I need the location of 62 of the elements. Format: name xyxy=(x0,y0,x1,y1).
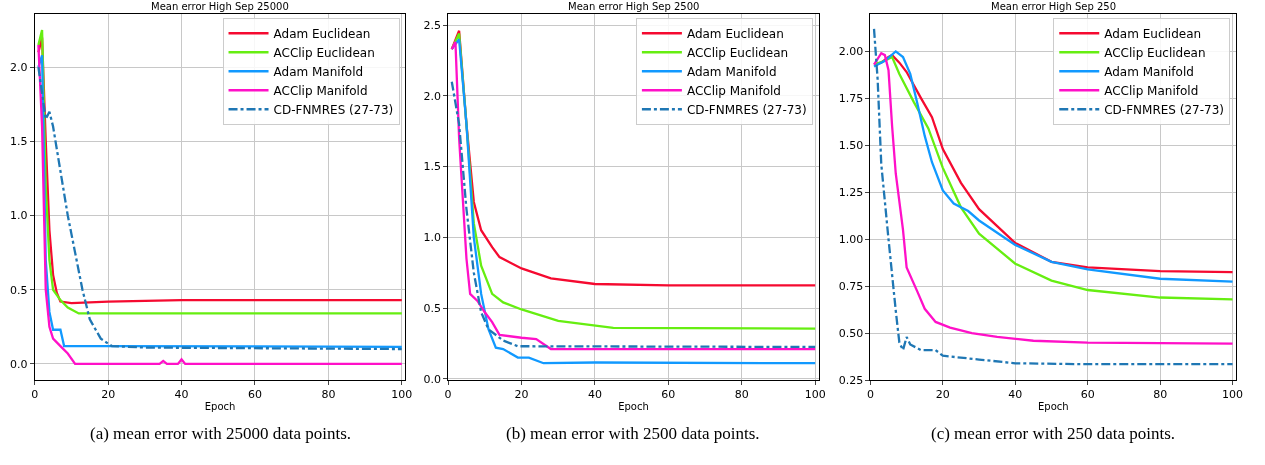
y-tick-label: 1.00 xyxy=(838,233,864,247)
x-tick-label: 80 xyxy=(1153,388,1168,402)
legend-label: Adam Manifold xyxy=(686,64,777,79)
legend-label: ACClip Manifold xyxy=(686,83,781,98)
y-tick-label: 0.75 xyxy=(838,280,864,294)
legend-label: CD-FNMRES (27-73) xyxy=(686,102,807,117)
legend-label: Adam Euclidean xyxy=(686,26,784,41)
x-tick-label: 40 xyxy=(587,388,602,402)
legend-label: Adam Manifold xyxy=(1104,64,1194,79)
y-tick-label: 2.00 xyxy=(838,45,864,59)
legend-label: CD-FNMRES (27-73) xyxy=(273,102,394,117)
y-tick-label: 0.5 xyxy=(423,301,441,315)
text: (a) mean error with 25000 data points. xyxy=(90,424,352,443)
y-tick-label: 1.50 xyxy=(838,139,864,153)
x-tick-label: 80 xyxy=(321,388,336,402)
y-tick-label: 0.5 xyxy=(10,283,28,297)
y-tick-label: 2.0 xyxy=(423,89,441,103)
x-tick-label: 40 xyxy=(1008,388,1023,402)
x-tick-label: 60 xyxy=(1080,388,1095,402)
x-tick-label: 60 xyxy=(661,388,676,402)
y-tick-label: 1.5 xyxy=(423,160,441,174)
x-tick-label: 0 xyxy=(866,388,874,402)
chart-title: Mean error High Sep 2500 xyxy=(568,1,700,12)
x-tick-label: 80 xyxy=(734,388,749,402)
y-tick-label: 0.25 xyxy=(838,374,864,388)
chart-title: Mean error High Sep 25000 xyxy=(151,1,289,12)
x-tick-label: 20 xyxy=(514,388,529,402)
y-tick-label: 1.25 xyxy=(838,186,864,200)
y-tick-label: 2.0 xyxy=(10,61,28,75)
legend-label: ACClip Euclidean xyxy=(273,45,375,60)
x-tick-label: 60 xyxy=(247,388,262,402)
x-axis-title: Epoch xyxy=(1037,400,1069,412)
legend-label: Adam Euclidean xyxy=(273,26,371,41)
legend-label: Adam Euclidean xyxy=(1104,26,1202,41)
x-tick-label: 100 xyxy=(804,388,826,402)
y-tick-label: 1.75 xyxy=(838,92,864,106)
y-tick-label: 0.0 xyxy=(10,357,28,371)
text: (b) mean error with 2500 data points. xyxy=(506,424,760,443)
y-tick-label: 1.0 xyxy=(10,209,28,223)
y-tick-label: 0.50 xyxy=(838,327,864,341)
x-tick-label: 20 xyxy=(101,388,116,402)
x-tick-label: 0 xyxy=(31,388,39,402)
legend-label: ACClip Manifold xyxy=(273,83,368,98)
x-axis-title: Epoch xyxy=(618,400,649,412)
y-tick-label: 2.5 xyxy=(423,18,441,32)
legend-label: ACClip Euclidean xyxy=(1104,45,1206,60)
x-tick-label: 0 xyxy=(444,388,452,402)
y-tick-label: 0.0 xyxy=(423,372,441,386)
legend-label: ACClip Manifold xyxy=(1104,83,1199,98)
text: (c) mean error with 250 data points. xyxy=(931,424,1176,443)
chart-title: Mean error High Sep 250 xyxy=(991,1,1117,12)
legend-label: CD-FNMRES (27-73) xyxy=(1104,102,1225,117)
x-axis-title: Epoch xyxy=(204,400,236,412)
line-series xyxy=(450,29,817,287)
x-tick-label: 20 xyxy=(935,388,950,402)
legend-label: Adam Manifold xyxy=(273,64,364,79)
y-tick-label: 1.0 xyxy=(423,231,441,245)
legend-label: ACClip Euclidean xyxy=(686,45,789,60)
x-tick-label: 100 xyxy=(391,388,413,402)
x-tick-label: 40 xyxy=(174,388,189,402)
y-tick-label: 1.5 xyxy=(10,135,28,149)
x-tick-label: 100 xyxy=(1222,388,1244,402)
